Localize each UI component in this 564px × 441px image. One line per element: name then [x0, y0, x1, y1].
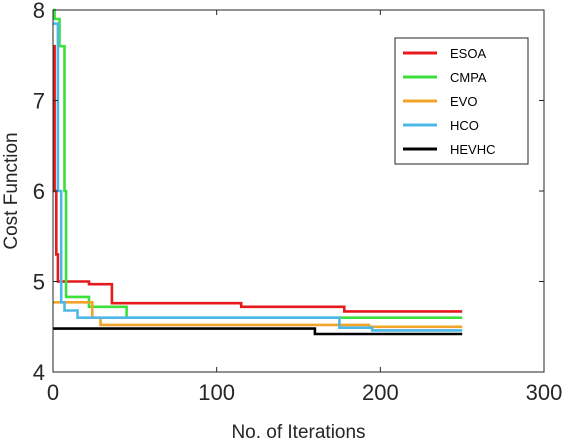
y-tick-label: 5	[33, 270, 45, 295]
tick-layer: 0 100 200 300 4 5 6 7 8	[33, 0, 563, 405]
y-tick-label: 4	[33, 360, 45, 385]
legend-label-hevhc: HEVHC	[450, 142, 496, 157]
y-tick-label: 7	[33, 89, 45, 114]
x-tick-label: 200	[362, 380, 399, 405]
legend-label-cmpa: CMPA	[450, 70, 487, 85]
legend-label-evo: EVO	[450, 94, 477, 109]
x-axis-label: No. of Iterations	[231, 422, 365, 441]
x-tick-label: 0	[47, 380, 59, 405]
series-line-hco	[53, 22, 463, 332]
x-tick-label: 100	[198, 380, 235, 405]
legend-label-esoa: ESOA	[450, 46, 486, 61]
y-axis-label: Cost Function	[1, 132, 22, 249]
series-line-hevhc	[53, 327, 463, 336]
y-tick-label: 8	[33, 0, 45, 23]
legend: ESOA CMPA EVO HCO HEVHC	[394, 37, 529, 165]
legend-label-hco: HCO	[450, 118, 479, 133]
series-line-cmpa	[53, 8, 463, 320]
x-tick-label: 300	[526, 380, 563, 405]
y-tick-label: 6	[33, 179, 45, 204]
